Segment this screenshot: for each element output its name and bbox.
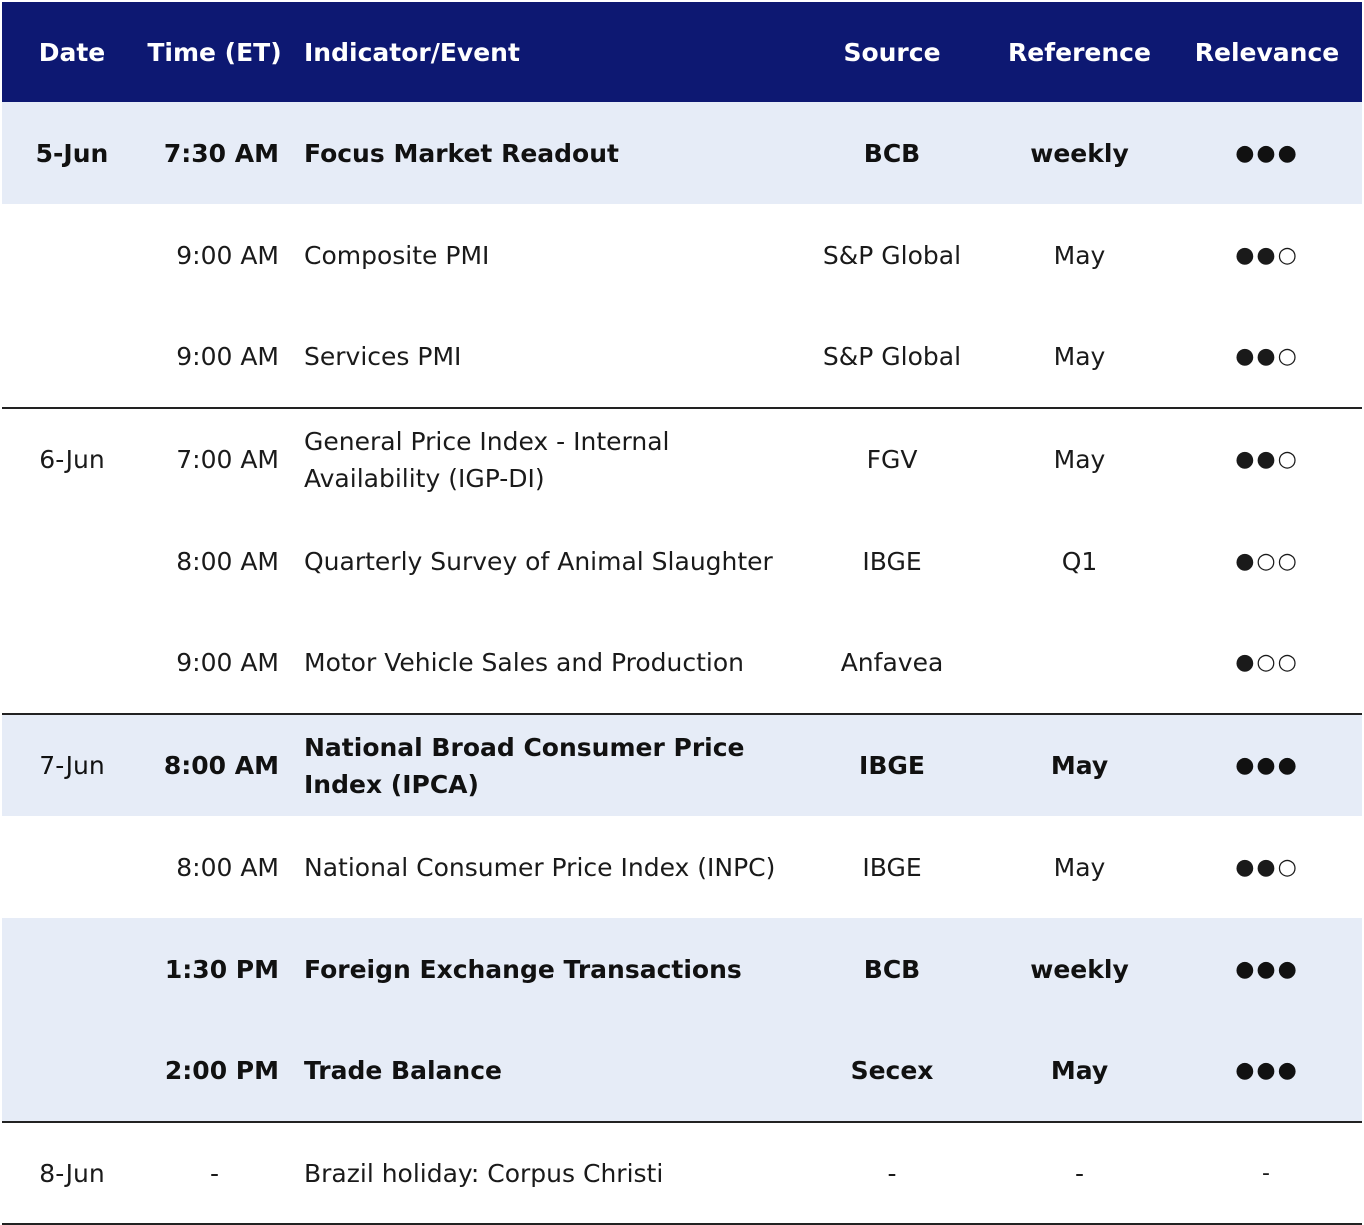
cell-relevance: ●●● xyxy=(1172,713,1362,816)
cell-date: 5-Jun xyxy=(35,138,109,168)
cell-reference: May xyxy=(987,713,1172,816)
cell-indicator: National Consumer Price Index (INPC) xyxy=(304,852,776,882)
cell-reference: weekly xyxy=(1030,954,1129,984)
cell-reference xyxy=(987,612,1172,714)
cell-time: 8:00 AM xyxy=(142,713,287,816)
cell-indicator: Focus Market Readout xyxy=(304,138,619,168)
cell-indicator: Motor Vehicle Sales and Production xyxy=(304,648,745,677)
cell-indicator: General Price Index - Internal Availabil… xyxy=(287,407,797,510)
cell-relevance: ●○○ xyxy=(1235,650,1299,675)
table-row: 2:00 PM Trade Balance Secex May ●●● xyxy=(2,1020,1362,1122)
header-reference: Reference xyxy=(1008,37,1151,67)
table-row: 9:00 AM Services PMI S&P Global May ●●○ xyxy=(2,306,1362,408)
cell-date xyxy=(2,1020,142,1122)
cell-time: 9:00 AM xyxy=(176,648,279,677)
cell-date xyxy=(2,510,142,612)
cell-date: 6-Jun xyxy=(2,407,142,510)
cell-source: BCB xyxy=(863,138,921,168)
cell-indicator: National Broad Consumer Price Index (IPC… xyxy=(287,713,797,816)
cell-reference: May xyxy=(1053,852,1106,882)
cell-source: IBGE xyxy=(862,546,922,576)
table-row: 9:00 AM Motor Vehicle Sales and Producti… xyxy=(2,612,1362,714)
header-indicator: Indicator/Event xyxy=(304,37,520,67)
cell-source: FGV xyxy=(797,407,987,510)
header-date: Date xyxy=(38,37,106,67)
cell-time: 1:30 PM xyxy=(164,954,279,984)
cell-indicator: Foreign Exchange Transactions xyxy=(304,954,742,984)
cell-source: Secex xyxy=(850,1056,934,1085)
cell-reference: weekly xyxy=(1030,138,1129,168)
cell-source: BCB xyxy=(863,954,921,984)
cell-indicator: Quarterly Survey of Animal Slaughter xyxy=(304,546,773,576)
cell-relevance: - xyxy=(1172,1121,1362,1225)
cell-date xyxy=(2,612,142,714)
cell-time: 7:00 AM xyxy=(142,407,287,510)
table-body: 5-Jun 7:30 AM Focus Market Readout BCB w… xyxy=(2,102,1362,1225)
table-header: Date Time (ET) Indicator/Event Source Re… xyxy=(2,2,1362,102)
table-row: 7-Jun 8:00 AM National Broad Consumer Pr… xyxy=(2,713,1362,816)
cell-relevance: ●●○ xyxy=(1235,344,1299,369)
cell-source: S&P Global xyxy=(822,342,962,371)
cell-source: IBGE xyxy=(797,713,987,816)
cell-relevance: ●●○ xyxy=(1172,407,1362,510)
cell-reference: - xyxy=(987,1121,1172,1225)
table-row: 9:00 AM Composite PMI S&P Global May ●●○ xyxy=(2,204,1362,306)
cell-source: - xyxy=(797,1121,987,1225)
cell-indicator: Services PMI xyxy=(304,342,462,371)
table-row: 1:30 PM Foreign Exchange Transactions BC… xyxy=(2,918,1362,1020)
cell-time: 9:00 AM xyxy=(176,240,279,270)
cell-time: 9:00 AM xyxy=(176,342,279,371)
cell-date xyxy=(2,918,142,1020)
cell-indicator: Composite PMI xyxy=(304,240,490,270)
table-row: 8:00 AM National Consumer Price Index (I… xyxy=(2,816,1362,918)
cell-relevance: ●●● xyxy=(1235,140,1299,166)
cell-date xyxy=(2,204,142,306)
cell-reference: May xyxy=(1053,342,1106,371)
header-time: Time (ET) xyxy=(147,37,282,67)
cell-date xyxy=(2,816,142,918)
cell-date xyxy=(2,306,142,408)
cell-relevance: ●●● xyxy=(1235,1058,1299,1083)
cell-time: 7:30 AM xyxy=(163,138,279,168)
cell-date: 8-Jun xyxy=(2,1121,142,1225)
cell-reference: May xyxy=(1053,240,1106,270)
table-row: 8:00 AM Quarterly Survey of Animal Slaug… xyxy=(2,510,1362,612)
header-row: Date Time (ET) Indicator/Event Source Re… xyxy=(2,2,1362,102)
table-row: 6-Jun 7:00 AM General Price Index - Inte… xyxy=(2,407,1362,510)
table-row: 5-Jun 7:30 AM Focus Market Readout BCB w… xyxy=(2,102,1362,204)
cell-relevance: ●●● xyxy=(1235,956,1299,982)
header-source: Source xyxy=(843,37,941,67)
cell-time: 8:00 AM xyxy=(176,546,279,576)
cell-relevance: ●○○ xyxy=(1235,548,1299,574)
cell-indicator: Brazil holiday: Corpus Christi xyxy=(287,1121,797,1225)
cell-reference: May xyxy=(987,407,1172,510)
cell-time: - xyxy=(142,1121,287,1225)
cell-time: 8:00 AM xyxy=(176,852,279,882)
header-relevance: Relevance xyxy=(1194,37,1340,67)
cell-reference: Q1 xyxy=(1061,546,1098,576)
table-row: 8-Jun - Brazil holiday: Corpus Christi -… xyxy=(2,1121,1362,1225)
cell-reference: May xyxy=(1050,1056,1109,1085)
cell-relevance: ●●○ xyxy=(1235,854,1299,880)
cell-source: Anfavea xyxy=(840,648,944,677)
cell-relevance: ●●○ xyxy=(1235,242,1299,268)
cell-indicator: Trade Balance xyxy=(304,1056,502,1085)
cell-source: S&P Global xyxy=(822,240,962,270)
cell-date: 7-Jun xyxy=(2,713,142,816)
cell-source: IBGE xyxy=(862,852,922,882)
cell-time: 2:00 PM xyxy=(164,1056,279,1085)
